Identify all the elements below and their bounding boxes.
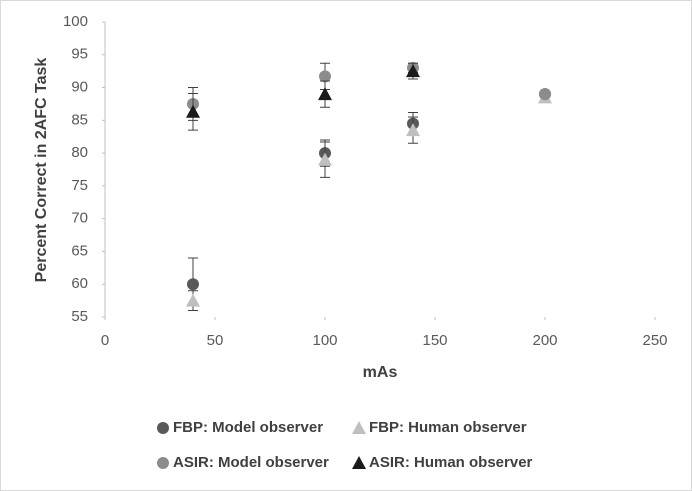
legend-label: FBP: Model observer (173, 419, 323, 436)
y-tick-label: 70 (71, 210, 88, 227)
legend-marker (157, 422, 169, 434)
point (187, 278, 199, 291)
point (186, 293, 200, 307)
y-tick-label: 80 (71, 144, 88, 161)
point (186, 104, 200, 118)
legend-marker (157, 457, 169, 469)
y-tick-label: 75 (71, 177, 88, 194)
y-axis-label: Percent Correct in 2AFC Task (33, 58, 50, 283)
point (406, 123, 420, 137)
x-tick-label: 150 (422, 332, 447, 349)
y-tick-label: 55 (71, 308, 88, 325)
x-tick-label: 100 (312, 332, 337, 349)
legend-marker (352, 456, 366, 469)
x-axis-label: mAs (363, 364, 398, 381)
x-tick-label: 0 (101, 332, 109, 349)
legend-label: ASIR: Human observer (369, 454, 533, 471)
x-tick-label: 50 (207, 332, 224, 349)
y-tick-label: 95 (71, 46, 88, 63)
legend-label: ASIR: Model observer (173, 454, 329, 471)
legend-label: FBP: Human observer (369, 419, 527, 436)
y-tick-label: 60 (71, 275, 88, 292)
legend-marker (352, 421, 366, 434)
point (406, 64, 420, 78)
x-tick-label: 200 (532, 332, 557, 349)
point (318, 87, 332, 101)
point (539, 88, 551, 101)
y-tick-label: 65 (71, 242, 88, 259)
point (319, 70, 331, 83)
y-tick-label: 90 (71, 79, 88, 96)
x-tick-label: 250 (642, 332, 667, 349)
y-tick-label: 100 (63, 13, 88, 30)
point (318, 152, 332, 166)
y-tick-label: 85 (71, 111, 88, 128)
